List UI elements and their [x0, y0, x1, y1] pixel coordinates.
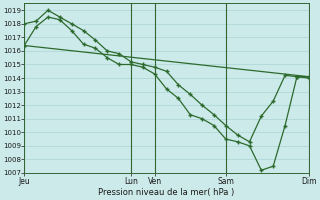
X-axis label: Pression niveau de la mer( hPa ): Pression niveau de la mer( hPa )	[98, 188, 235, 197]
